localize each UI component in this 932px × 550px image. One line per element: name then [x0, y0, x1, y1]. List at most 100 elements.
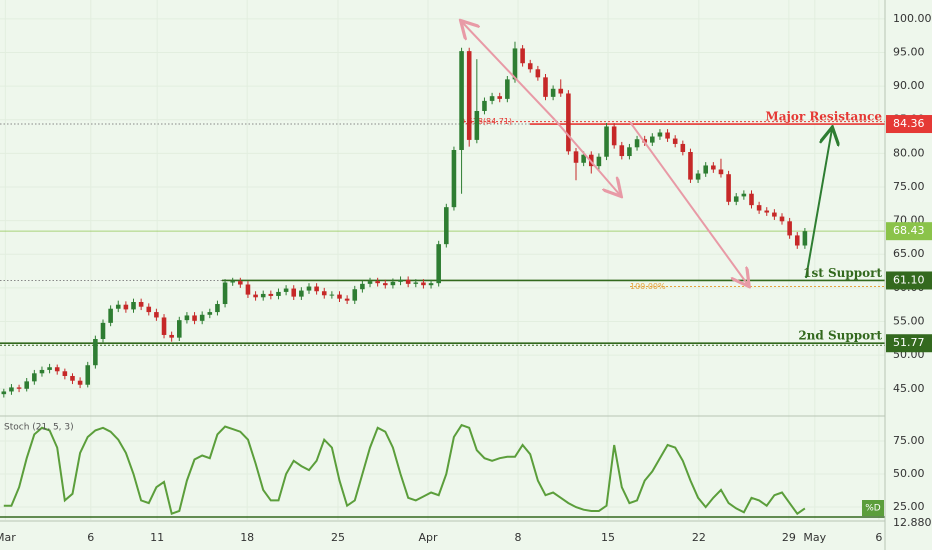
- candle-body: [100, 322, 106, 339]
- y-tick-label: 25.00: [893, 500, 925, 513]
- candle-body: [634, 139, 640, 148]
- x-tick-label: 8: [515, 531, 522, 544]
- candle-body: [207, 312, 213, 315]
- x-tick-label: 22: [692, 531, 706, 544]
- candle-body: [54, 367, 60, 372]
- candle-body: [260, 293, 266, 298]
- candle-body: [344, 298, 350, 301]
- candle-body: [764, 210, 770, 213]
- y-tick-label: 45.00: [893, 382, 925, 395]
- x-tick-label: 15: [601, 531, 615, 544]
- candle-body: [314, 286, 319, 292]
- candle-body: [375, 281, 380, 284]
- arrow: [554, 119, 620, 195]
- level-value: 68.43: [893, 224, 925, 237]
- level-name: 2nd Support: [798, 329, 882, 343]
- candle-body: [70, 375, 75, 381]
- level-name: 1st Support: [803, 266, 882, 280]
- y-tick-label: 95.00: [893, 45, 925, 58]
- legend-label: %D: [865, 504, 881, 514]
- candle-body: [566, 93, 571, 152]
- x-tick-label: 6: [87, 531, 94, 544]
- candle-body: [672, 138, 678, 144]
- candle-body: [650, 136, 655, 143]
- candle-body: [611, 126, 617, 146]
- candle-body: [169, 334, 174, 338]
- x-tick-label: 6: [875, 531, 882, 544]
- candle-body: [497, 96, 503, 99]
- candle-body: [680, 143, 686, 153]
- candle-body: [665, 132, 670, 139]
- y-tick-label: 75.00: [893, 180, 925, 193]
- candle-body: [573, 151, 579, 163]
- candle-body: [192, 315, 197, 321]
- candle-body: [93, 338, 98, 366]
- level-name: Major Resistance: [765, 110, 882, 124]
- candle-body: [108, 308, 113, 323]
- candle-body: [444, 207, 449, 245]
- x-axis: [0, 521, 885, 550]
- candle-body: [39, 369, 45, 374]
- candle-body: [703, 165, 708, 174]
- candle-body: [718, 169, 724, 175]
- y-tick-label: 50.00: [893, 467, 925, 480]
- indicator-title: Stoch (21, 5, 3): [4, 423, 74, 433]
- candle-body: [512, 48, 518, 80]
- candle-body: [596, 156, 602, 167]
- candle-body: [222, 282, 228, 305]
- x-tick-label: May: [803, 531, 826, 544]
- candle-body: [184, 315, 190, 321]
- level-tag: [886, 222, 932, 241]
- candle-body: [604, 126, 609, 157]
- candle-body: [779, 216, 785, 222]
- candle-body: [543, 77, 548, 97]
- candle-body: [695, 173, 701, 180]
- candle-body: [482, 100, 487, 111]
- candle-body: [138, 302, 144, 307]
- candle-body: [741, 193, 747, 197]
- candle-body: [85, 365, 91, 385]
- candle-body: [321, 291, 327, 296]
- candle-body: [245, 284, 251, 295]
- arrow: [629, 121, 748, 285]
- candle-body: [230, 281, 235, 283]
- candle-body: [749, 193, 754, 206]
- candle-body: [115, 304, 121, 309]
- stoch-line: [3, 423, 806, 516]
- candle-body: [123, 304, 129, 310]
- candle-body: [154, 312, 159, 318]
- candle-body: [428, 283, 434, 286]
- candle-body: [238, 281, 243, 285]
- candle-body: [276, 291, 281, 296]
- candle-body: [77, 380, 83, 385]
- candle-body: [390, 281, 396, 286]
- candle-body: [787, 221, 792, 236]
- x-tick-label: 11: [150, 531, 164, 544]
- candle-body: [299, 290, 304, 297]
- candle-body: [268, 293, 274, 296]
- x-tick-label: 29: [782, 531, 796, 544]
- candle-body: [47, 367, 52, 370]
- candle-body: [756, 205, 762, 211]
- candle-body: [131, 302, 136, 310]
- candle-body: [711, 165, 716, 170]
- y-tick-label: 100.00: [893, 12, 932, 25]
- level-tag: [886, 334, 932, 353]
- candle-body: [161, 317, 167, 335]
- level-value: 84.36: [893, 117, 925, 130]
- candle-body: [9, 387, 14, 392]
- candle-body: [520, 48, 525, 64]
- level-tag: [886, 271, 932, 290]
- candle-body: [32, 373, 37, 382]
- candle-body: [619, 145, 625, 157]
- candle-body: [733, 196, 739, 202]
- candle-body: [421, 282, 426, 286]
- candle-body: [558, 88, 564, 94]
- candle-body: [177, 320, 182, 338]
- candle-body: [367, 281, 373, 284]
- level-value: 51.77: [893, 336, 925, 349]
- candle-body: [802, 231, 808, 246]
- candle-body: [505, 79, 510, 99]
